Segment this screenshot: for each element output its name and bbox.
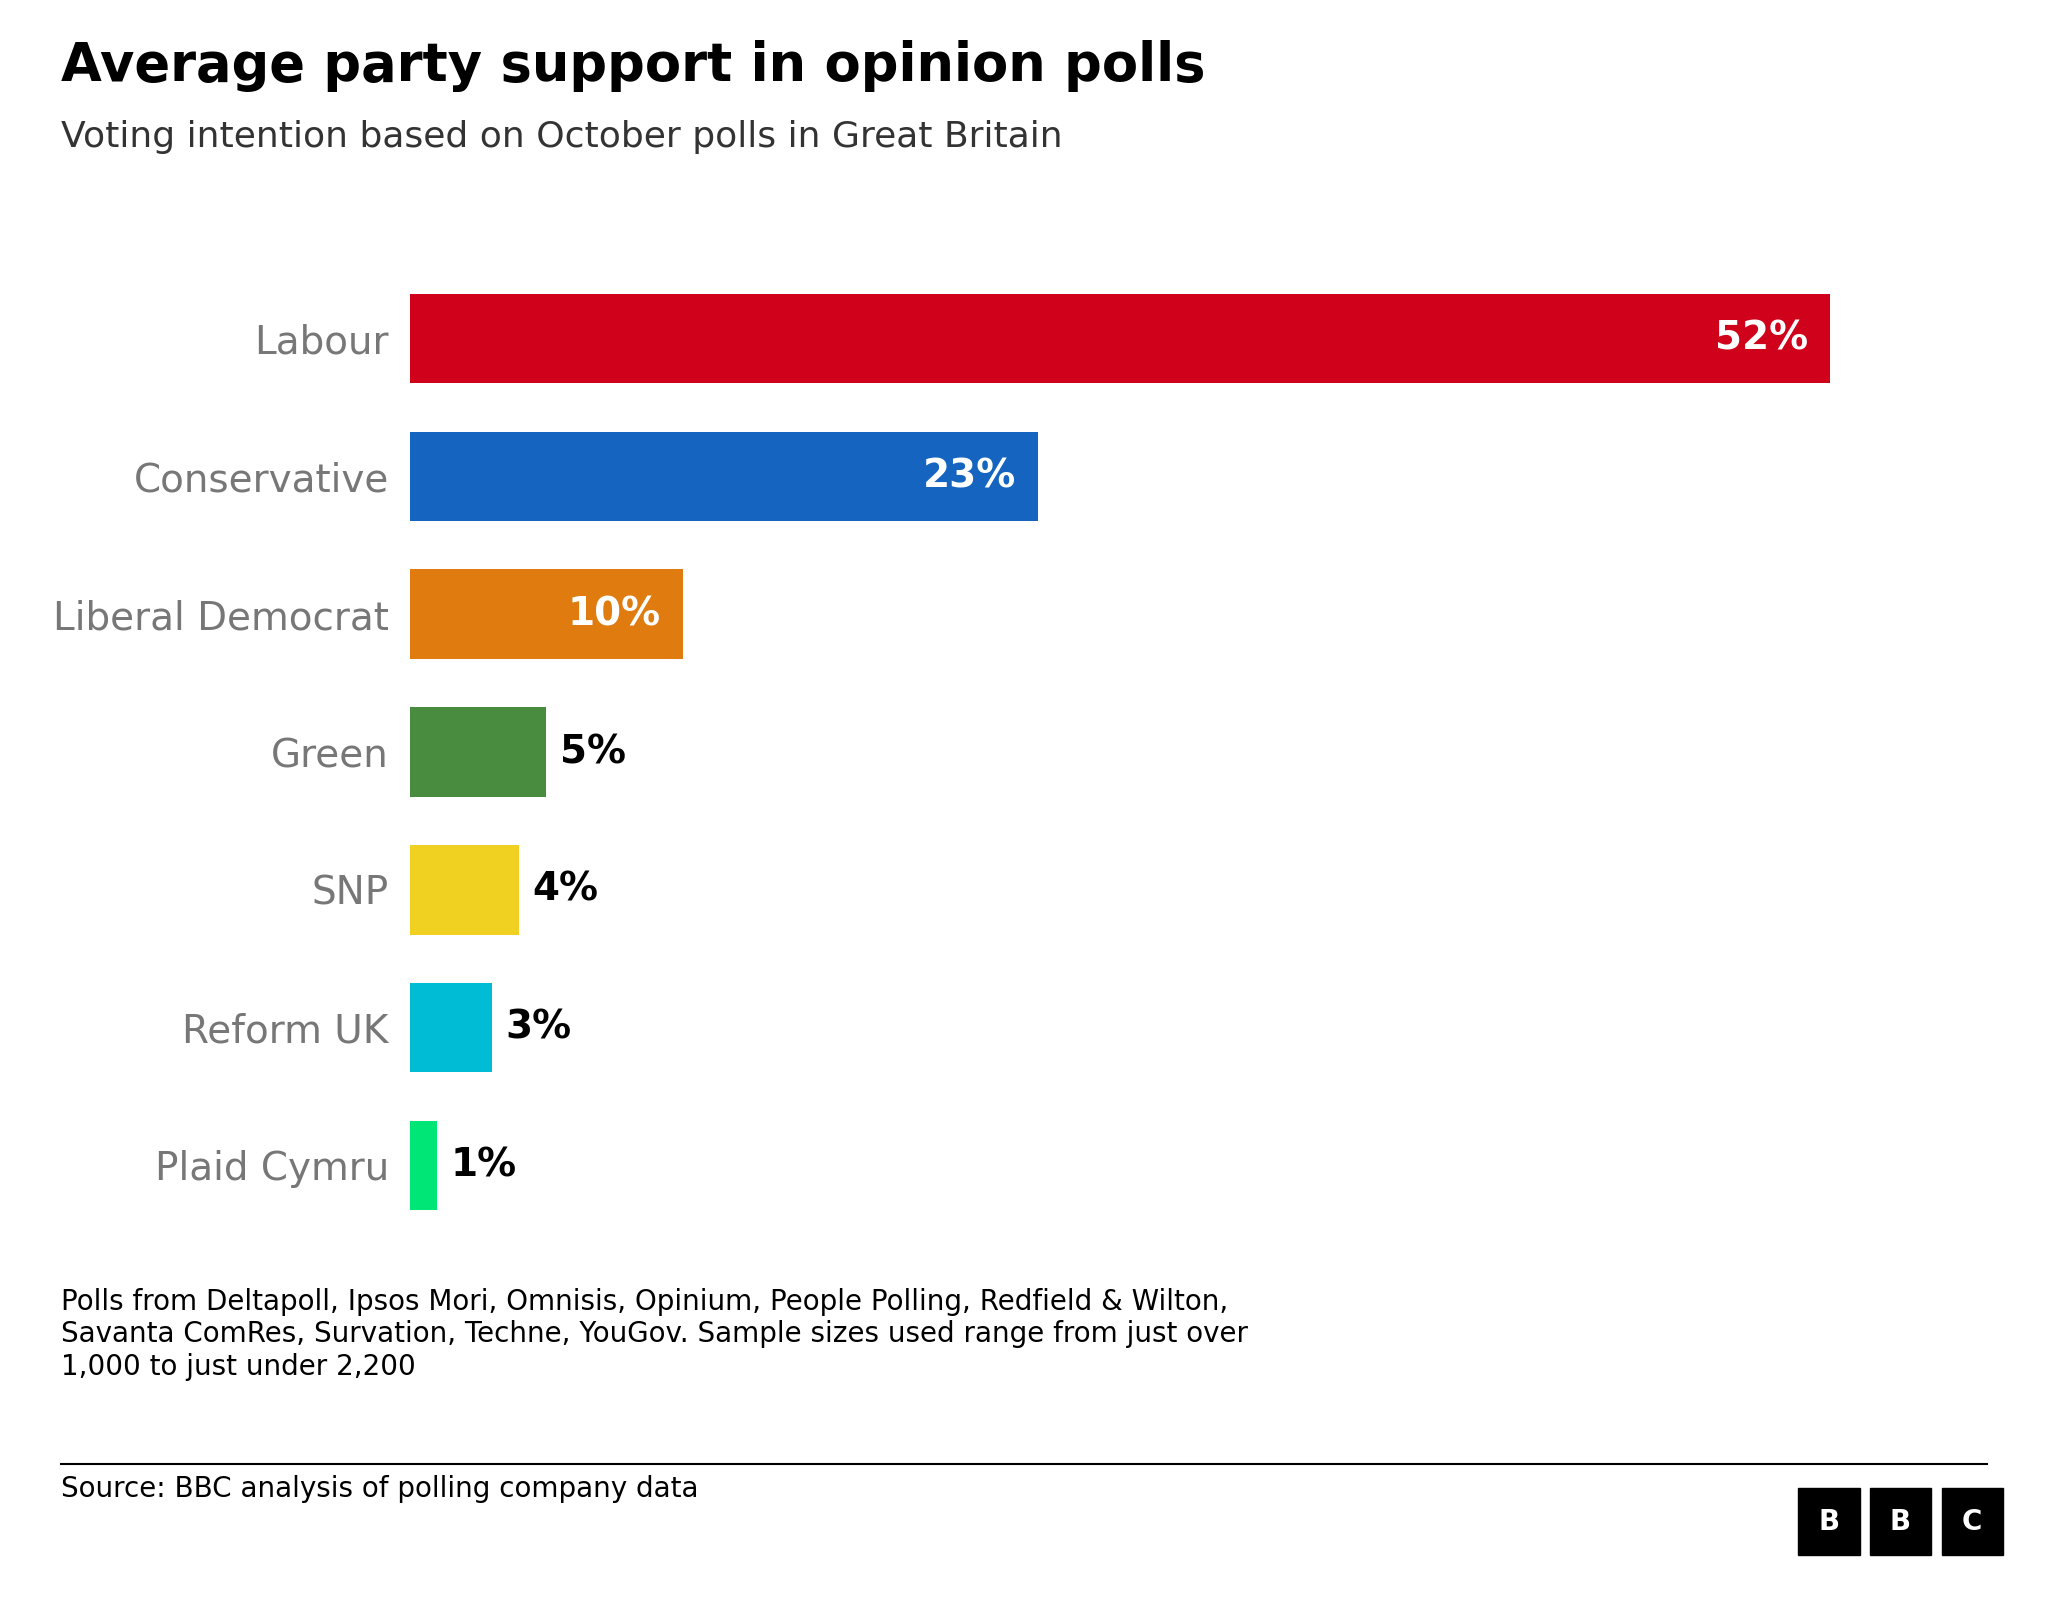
Bar — [410, 845, 518, 934]
Bar — [410, 570, 682, 659]
Text: Voting intention based on October polls in Great Britain: Voting intention based on October polls … — [61, 120, 1063, 154]
Text: Polls from Deltapoll, Ipsos Mori, Omnisis, Opinium, People Polling, Redfield & W: Polls from Deltapoll, Ipsos Mori, Omnisi… — [61, 1288, 1249, 1381]
Text: 52%: 52% — [1714, 320, 1808, 358]
Bar — [410, 1120, 436, 1210]
Text: Average party support in opinion polls: Average party support in opinion polls — [61, 40, 1206, 91]
Bar — [410, 982, 492, 1072]
Bar — [410, 432, 1038, 522]
Text: 5%: 5% — [559, 733, 627, 771]
Text: 1%: 1% — [451, 1146, 516, 1184]
Text: Source: BBC analysis of polling company data: Source: BBC analysis of polling company … — [61, 1475, 698, 1504]
Text: 3%: 3% — [506, 1008, 571, 1046]
Text: 23%: 23% — [922, 458, 1016, 496]
Bar — [410, 707, 547, 797]
Text: C: C — [1962, 1507, 1982, 1536]
Bar — [410, 294, 1829, 384]
Text: 4%: 4% — [532, 870, 598, 909]
Text: B: B — [1819, 1507, 1839, 1536]
Text: 10%: 10% — [567, 595, 662, 634]
Text: B: B — [1890, 1507, 1911, 1536]
